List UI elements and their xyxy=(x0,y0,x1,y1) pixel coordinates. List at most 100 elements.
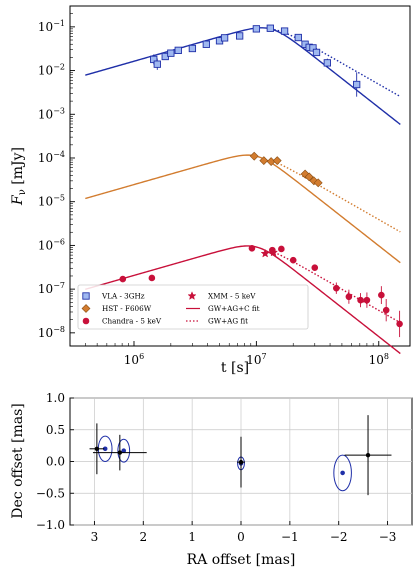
circle-marker xyxy=(248,244,256,252)
square-marker xyxy=(82,292,90,300)
circle-marker xyxy=(396,320,403,328)
x-tick-labels: 3 2 1 0 −1 −2 −3 xyxy=(91,521,397,544)
square-marker xyxy=(280,27,289,35)
y-tick-label: 10−4 xyxy=(38,150,65,165)
legend: VLA - 3GHz HST - F606W Chandra - 5 keV XMM … xyxy=(77,284,309,330)
diamond-marker xyxy=(259,156,269,166)
circle-marker xyxy=(148,274,156,282)
diamond-marker xyxy=(313,178,323,188)
offset-point xyxy=(365,452,371,458)
square-marker xyxy=(353,80,361,89)
centroid-dot xyxy=(102,446,108,452)
y-tick-label: −0.5 xyxy=(36,486,65,500)
y-tick-label: 1.0 xyxy=(46,391,65,405)
x-tick-label: −3 xyxy=(379,530,397,544)
centroid-ellipse xyxy=(117,438,131,463)
circle-marker xyxy=(378,291,385,299)
legend-label: Chandra - 5 keV xyxy=(102,317,162,326)
y-tick-label: 0.0 xyxy=(46,455,65,469)
x-axis-label: RA offset [mas] xyxy=(187,552,296,568)
y-tick-label: 10−1 xyxy=(38,19,65,34)
light-curve-panel: 10−810−710−610−510−410−310−210−1 106 107 1… xyxy=(10,5,411,376)
circle-marker xyxy=(311,264,319,271)
x-tick-label: 0 xyxy=(237,530,245,544)
square-marker xyxy=(188,44,197,53)
model-curves xyxy=(85,27,401,355)
square-marker xyxy=(294,33,302,42)
y-tick-label: 10−8 xyxy=(38,325,65,340)
x-tick-label: 1 xyxy=(188,530,196,544)
square-marker xyxy=(220,34,229,42)
x-tick-label: 3 xyxy=(91,530,99,544)
x-tick-label: 108 xyxy=(369,352,389,367)
centroid-ellipse xyxy=(333,454,352,492)
circle-marker xyxy=(382,306,390,314)
x-tick-label: 2 xyxy=(139,530,147,544)
legend-label: GW+AG fit xyxy=(208,317,248,326)
circle-marker xyxy=(357,296,364,304)
legend-label: GW+AG+C fit xyxy=(208,304,260,313)
x-tick-label: −1 xyxy=(281,530,299,544)
offset-point xyxy=(117,450,123,455)
square-marker xyxy=(174,46,182,55)
y-tick-labels: 1.0 0.5 0.0 −0.5 −1.0 xyxy=(36,391,74,532)
offset-point xyxy=(94,446,100,451)
legend-box xyxy=(77,284,309,330)
circle-marker xyxy=(345,293,353,301)
y-tick-labels: 10−8 10−7 10−6 10−5 10−4 10−3 10−2 10−1 xyxy=(38,13,75,340)
x-tick-label: 106 xyxy=(124,352,144,367)
y-tick-label: 10−3 xyxy=(38,106,65,121)
y-tick-label: 0.5 xyxy=(46,423,65,437)
offset-point xyxy=(238,459,244,465)
y-tick-label: 10−5 xyxy=(38,194,65,209)
square-marker xyxy=(167,49,175,57)
circle-marker xyxy=(289,256,297,264)
star-marker xyxy=(187,291,197,300)
circle-marker xyxy=(363,296,371,304)
x-tick-label: 107 xyxy=(246,352,266,367)
square-marker xyxy=(202,40,210,48)
x-axis-label: t [s] xyxy=(221,360,249,376)
offset-points xyxy=(89,415,392,496)
diamond-marker xyxy=(81,304,91,313)
diamond-marker xyxy=(249,151,259,161)
legend-label: HST - F606W xyxy=(102,304,152,313)
diamond-marker xyxy=(304,172,314,182)
model-curve xyxy=(273,251,401,324)
legend-label: XMM - 5 keV xyxy=(208,292,256,301)
circle-marker xyxy=(119,275,127,283)
star-marker xyxy=(260,248,270,258)
model-curve xyxy=(85,27,401,125)
diamond-marker xyxy=(272,156,282,166)
model-curve xyxy=(85,154,401,264)
legend-label: VLA - 3GHz xyxy=(101,292,145,301)
legend-items: VLA - 3GHz HST - F606W Chandra - 5 keV XMM … xyxy=(81,291,260,326)
x-tick-labels: 106 107 108 xyxy=(69,341,389,367)
y-axis-label: Fν [mJy] xyxy=(10,147,28,206)
square-marker xyxy=(323,59,331,67)
model-curve xyxy=(273,160,401,233)
star-marker xyxy=(268,247,279,257)
y-tick-label: 10−7 xyxy=(38,281,65,296)
diamond-marker xyxy=(309,176,319,186)
y-tick-label: −1.0 xyxy=(36,518,65,532)
model-curve xyxy=(274,28,401,98)
centroid-dot xyxy=(121,448,127,454)
model-curve xyxy=(85,245,401,355)
square-marker xyxy=(266,24,274,32)
y-tick-label: 10−6 xyxy=(38,237,65,252)
y-axis-label: Dec offset [mas] xyxy=(10,403,26,518)
square-marker xyxy=(312,48,321,57)
circle-marker xyxy=(333,284,340,292)
square-marker xyxy=(252,25,261,33)
astrometry-panel: 1.0 0.5 0.0 −0.5 −1.0 3 2 1 0 −1 −2 −3 RA offset [… xyxy=(10,391,413,568)
circle-marker xyxy=(278,245,285,253)
top-plot-frame xyxy=(69,5,411,347)
square-marker xyxy=(153,60,161,68)
circle-marker xyxy=(82,317,90,325)
x-tick-label: −2 xyxy=(330,530,348,544)
centroid-dot xyxy=(340,470,345,476)
y-tick-label: 10−2 xyxy=(38,63,65,78)
centroid-ellipses xyxy=(97,435,352,492)
